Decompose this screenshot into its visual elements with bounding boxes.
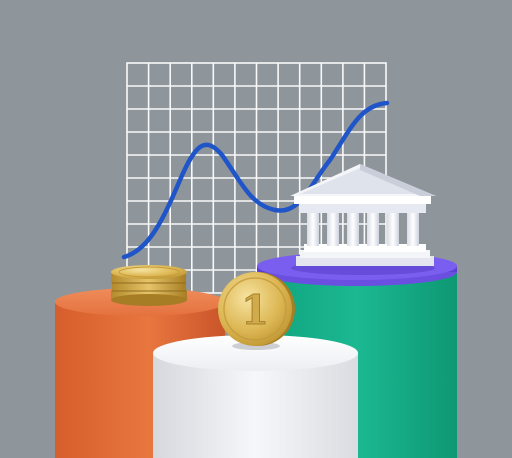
white-cylinder-pedestal (153, 335, 358, 458)
coin-stack (111, 265, 187, 306)
rising-curve-line (121, 100, 390, 260)
bank-building-icon (290, 164, 436, 275)
standing-coin: 1 (218, 272, 295, 350)
coin-numeral: 1 (241, 287, 269, 334)
